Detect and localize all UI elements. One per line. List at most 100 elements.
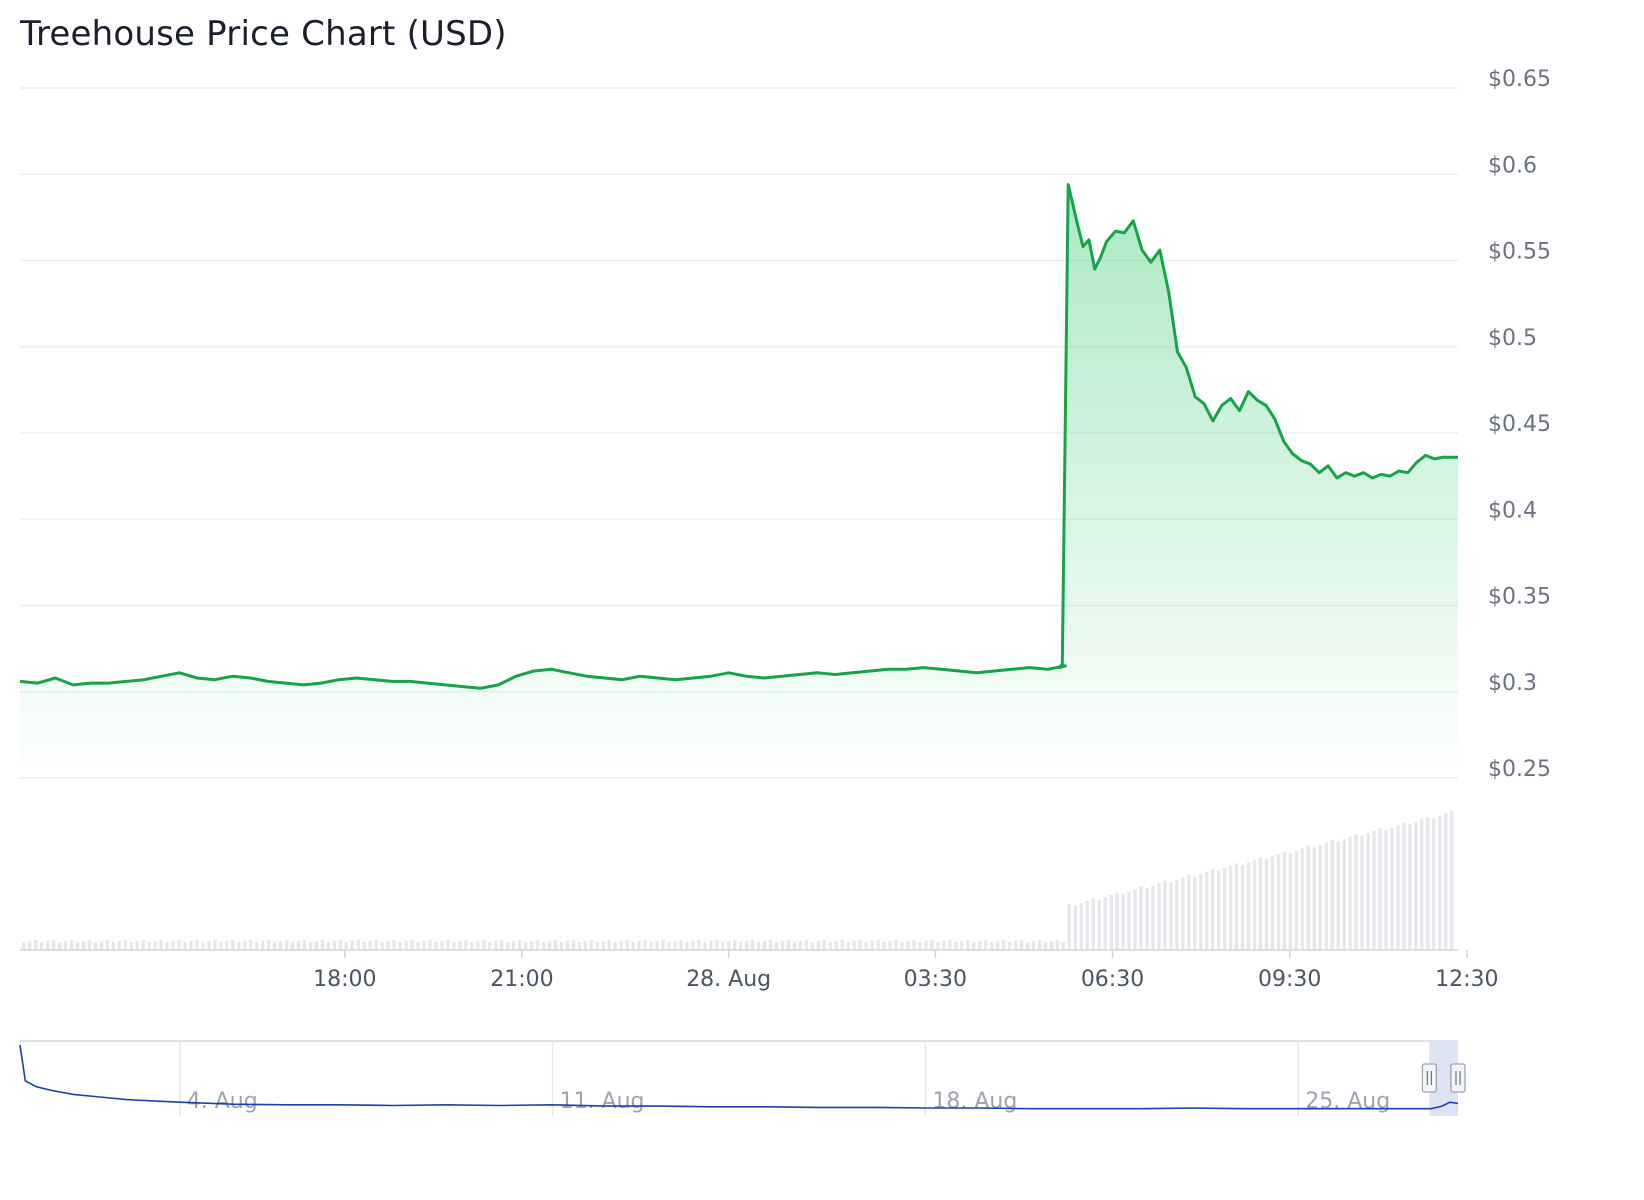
volume-bar bbox=[1043, 942, 1048, 950]
volume-bar bbox=[541, 942, 546, 950]
volume-bar bbox=[1067, 904, 1071, 950]
volume-bar bbox=[189, 941, 193, 950]
volume-bar bbox=[828, 942, 832, 950]
chart-title: Treehouse Price Chart (USD) bbox=[20, 14, 507, 54]
volume-bar bbox=[464, 940, 468, 950]
volume-bar bbox=[159, 940, 163, 950]
volume-bar bbox=[1121, 894, 1125, 950]
volume-bar bbox=[894, 940, 898, 950]
volume-bar bbox=[607, 940, 611, 950]
volume-bar bbox=[864, 942, 868, 950]
volume-bar bbox=[272, 942, 277, 950]
y-tick-label: $0.65 bbox=[1488, 67, 1551, 92]
volume-bar bbox=[422, 941, 426, 950]
volume-bar bbox=[1037, 940, 1042, 950]
volume-bar bbox=[320, 940, 325, 950]
volume-bar bbox=[685, 942, 689, 950]
handle-body[interactable] bbox=[1421, 1063, 1438, 1093]
x-tick-label: 06:30 bbox=[1081, 967, 1144, 992]
volume-bar bbox=[517, 940, 522, 950]
volume-bar bbox=[673, 941, 677, 950]
volume-bar bbox=[942, 941, 946, 950]
volume-bar bbox=[1187, 875, 1191, 950]
volume-bar bbox=[1324, 842, 1328, 950]
volume-bar bbox=[1163, 880, 1167, 950]
navigator[interactable]: 4. Aug 11. Aug 18. Aug 25. Aug bbox=[19, 1040, 1466, 1116]
volume-bar bbox=[1079, 903, 1083, 950]
navigator-left-handle[interactable] bbox=[1421, 1063, 1438, 1093]
volume-bar bbox=[1384, 830, 1388, 950]
volume-bar bbox=[129, 942, 133, 950]
volume-bar bbox=[792, 942, 797, 950]
volume-bar bbox=[1438, 815, 1442, 950]
volume-bar bbox=[840, 940, 844, 950]
volume-bar bbox=[350, 941, 354, 950]
volume-bar bbox=[1228, 865, 1233, 950]
volume-bar bbox=[1396, 825, 1400, 950]
volume-bar bbox=[69, 940, 74, 950]
volume-bar bbox=[488, 942, 492, 950]
volume-bar bbox=[195, 940, 199, 950]
volume-bar bbox=[51, 940, 56, 950]
volume-bar bbox=[284, 940, 289, 950]
volume-bar bbox=[1109, 894, 1113, 950]
volume-bar bbox=[261, 941, 265, 950]
y-tick-label: $0.5 bbox=[1488, 326, 1537, 351]
volume-bar bbox=[75, 942, 80, 950]
volume-bar bbox=[1234, 863, 1239, 950]
volume-bar bbox=[667, 942, 671, 950]
volume-bar bbox=[446, 940, 450, 950]
volume-bar bbox=[22, 942, 26, 950]
volume-bar bbox=[960, 941, 964, 950]
volume-bar bbox=[595, 942, 599, 950]
volume-bar bbox=[834, 941, 838, 950]
volume-bar bbox=[691, 941, 695, 950]
navigator-right-handle[interactable] bbox=[1450, 1063, 1466, 1093]
volume-bar bbox=[750, 940, 755, 950]
volume-bar bbox=[972, 942, 976, 950]
volume-bar bbox=[553, 940, 558, 950]
volume-bar bbox=[1420, 819, 1424, 950]
volume-bar bbox=[506, 942, 510, 950]
volume-bar bbox=[34, 940, 38, 950]
volume-bar bbox=[1115, 892, 1119, 950]
volume-bar bbox=[500, 940, 504, 950]
volume-bar bbox=[768, 940, 773, 950]
y-tick-label: $0.35 bbox=[1488, 585, 1551, 610]
volume-bar bbox=[434, 942, 438, 950]
handle-body[interactable] bbox=[1450, 1063, 1466, 1093]
volume-bar bbox=[177, 940, 181, 950]
volume-bar bbox=[458, 941, 462, 950]
volume-bar bbox=[243, 941, 247, 950]
volume-bar bbox=[332, 941, 337, 950]
volume-bar bbox=[978, 941, 982, 950]
volume-bar bbox=[1223, 868, 1227, 950]
volume-bar bbox=[63, 941, 68, 950]
volume-bar bbox=[1306, 845, 1310, 950]
volume-bar bbox=[936, 942, 940, 950]
volume-bar bbox=[278, 941, 283, 950]
volume-bar bbox=[99, 941, 104, 950]
volume-bar bbox=[577, 942, 582, 950]
y-axis: $0.65 $0.6 $0.55 $0.5 $0.45 $0.4 $0.35 $0.3 $0.2… bbox=[1488, 67, 1551, 782]
volume-bar bbox=[452, 942, 456, 950]
volume-bar bbox=[1211, 869, 1215, 950]
volume-bar bbox=[302, 940, 307, 950]
volume-bar bbox=[1282, 851, 1287, 950]
volume-bar bbox=[1276, 854, 1281, 950]
volume-bar bbox=[984, 940, 988, 950]
volume-bar bbox=[386, 941, 390, 950]
navigator-date-label: 11. Aug bbox=[560, 1089, 645, 1114]
volume-bar bbox=[1205, 871, 1209, 950]
volume-bar bbox=[93, 942, 98, 950]
volume-bar bbox=[912, 940, 916, 950]
price-line[interactable] bbox=[19, 183, 1458, 690]
volume-bar bbox=[858, 940, 862, 950]
volume-bar bbox=[1031, 941, 1036, 950]
volume-bar bbox=[1366, 833, 1370, 950]
volume-bar bbox=[995, 941, 1000, 950]
volume-bar bbox=[1007, 942, 1012, 950]
volume-bar bbox=[183, 942, 187, 950]
volume-bar bbox=[1372, 830, 1376, 950]
